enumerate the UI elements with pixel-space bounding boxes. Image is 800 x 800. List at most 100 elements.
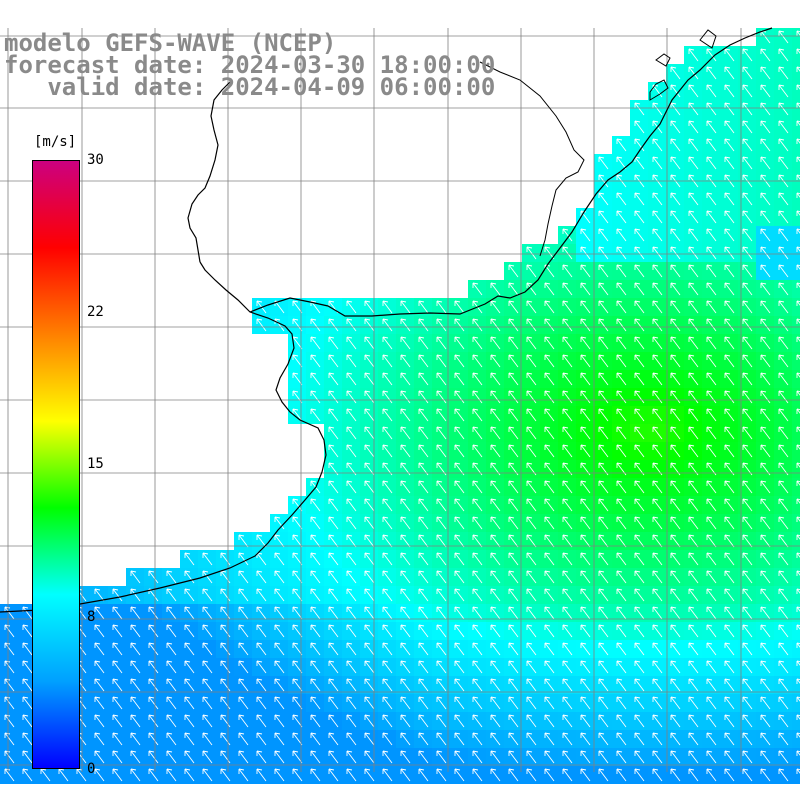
wind-arrow <box>418 588 429 602</box>
wind-arrow <box>112 732 123 746</box>
wind-arrow <box>238 768 249 782</box>
wind-arrow <box>778 66 789 80</box>
wind-arrow <box>346 372 357 386</box>
wind-arrow <box>166 714 177 728</box>
wind-arrow <box>742 588 753 602</box>
wind-arrow <box>436 714 447 728</box>
wind-arrow <box>166 570 177 584</box>
wind-arrow <box>616 552 627 566</box>
wind-arrow <box>490 768 501 782</box>
wind-arrow <box>508 660 519 674</box>
wind-arrow <box>472 336 483 350</box>
wind-arrow <box>328 318 339 332</box>
wind-arrow <box>670 246 681 260</box>
wind-arrow <box>544 588 555 602</box>
wind-arrow <box>148 606 159 620</box>
wind-arrow <box>220 714 231 728</box>
wind-arrow <box>616 534 627 548</box>
wind-arrow <box>778 642 789 656</box>
wind-arrow <box>598 228 609 242</box>
wind-arrow <box>598 534 609 548</box>
wind-arrow <box>274 768 285 782</box>
wind-arrow <box>706 606 717 620</box>
wind-arrow <box>490 282 501 296</box>
wind-arrow <box>400 606 411 620</box>
wind-arrow <box>508 282 519 296</box>
wind-cell <box>792 694 800 712</box>
lat-lon-grid <box>0 28 800 772</box>
wind-arrow <box>508 354 519 368</box>
wind-arrow <box>670 426 681 440</box>
wind-arrow <box>724 84 735 98</box>
wind-arrow <box>490 624 501 638</box>
wind-arrow <box>22 696 33 710</box>
wind-arrow <box>292 318 303 332</box>
wind-arrow <box>598 498 609 512</box>
wind-arrow <box>490 300 501 314</box>
wind-arrow <box>778 750 789 764</box>
wind-arrow <box>328 678 339 692</box>
wind-arrow <box>418 696 429 710</box>
wind-arrow <box>328 570 339 584</box>
wind-arrow <box>706 480 717 494</box>
wind-arrow <box>724 498 735 512</box>
wind-arrow <box>274 588 285 602</box>
wind-cell <box>792 118 800 136</box>
wind-arrow <box>616 732 627 746</box>
wind-arrow <box>652 246 663 260</box>
wind-arrow <box>580 282 591 296</box>
wind-arrow <box>634 372 645 386</box>
wind-arrow <box>436 372 447 386</box>
wind-arrow <box>94 606 105 620</box>
wind-arrow <box>184 750 195 764</box>
wind-arrow <box>688 696 699 710</box>
wind-arrow <box>166 678 177 692</box>
wind-arrow <box>562 534 573 548</box>
wind-arrow <box>706 102 717 116</box>
wind-arrow <box>688 660 699 674</box>
wind-arrow <box>688 282 699 296</box>
wind-arrow <box>760 570 771 584</box>
wind-arrow <box>616 606 627 620</box>
wind-arrow <box>598 678 609 692</box>
wind-arrow <box>436 516 447 530</box>
wind-arrow <box>238 660 249 674</box>
wind-arrow <box>166 732 177 746</box>
wind-arrow <box>400 516 411 530</box>
wind-arrow <box>652 300 663 314</box>
wind-arrow <box>346 534 357 548</box>
wind-arrow <box>544 444 555 458</box>
wind-arrow <box>598 480 609 494</box>
wind-arrow <box>346 408 357 422</box>
wind-arrow <box>328 552 339 566</box>
wind-arrow <box>310 642 321 656</box>
wind-arrow <box>724 642 735 656</box>
wind-arrow <box>364 750 375 764</box>
wind-arrow <box>346 318 357 332</box>
wind-arrow <box>220 642 231 656</box>
wind-arrow <box>778 354 789 368</box>
wind-cell <box>792 244 800 262</box>
wind-arrow <box>742 750 753 764</box>
coastline-argentina <box>0 261 327 613</box>
wind-arrow <box>4 660 15 674</box>
wind-arrow <box>742 84 753 98</box>
wind-arrow <box>634 318 645 332</box>
wind-cell <box>792 352 800 370</box>
coastline-inland <box>479 29 717 257</box>
wind-arrow <box>184 768 195 782</box>
wind-cell <box>792 82 800 100</box>
wind-arrow <box>526 264 537 278</box>
wind-arrow <box>742 300 753 314</box>
wind-arrow <box>526 570 537 584</box>
wind-arrow <box>130 768 141 782</box>
wind-arrow <box>490 588 501 602</box>
wind-arrow <box>688 534 699 548</box>
wind-arrow <box>598 714 609 728</box>
wind-arrow <box>310 318 321 332</box>
wind-arrow <box>472 408 483 422</box>
wind-arrow <box>490 570 501 584</box>
wind-cell <box>792 424 800 442</box>
wind-arrow <box>220 588 231 602</box>
wind-arrow <box>526 408 537 422</box>
